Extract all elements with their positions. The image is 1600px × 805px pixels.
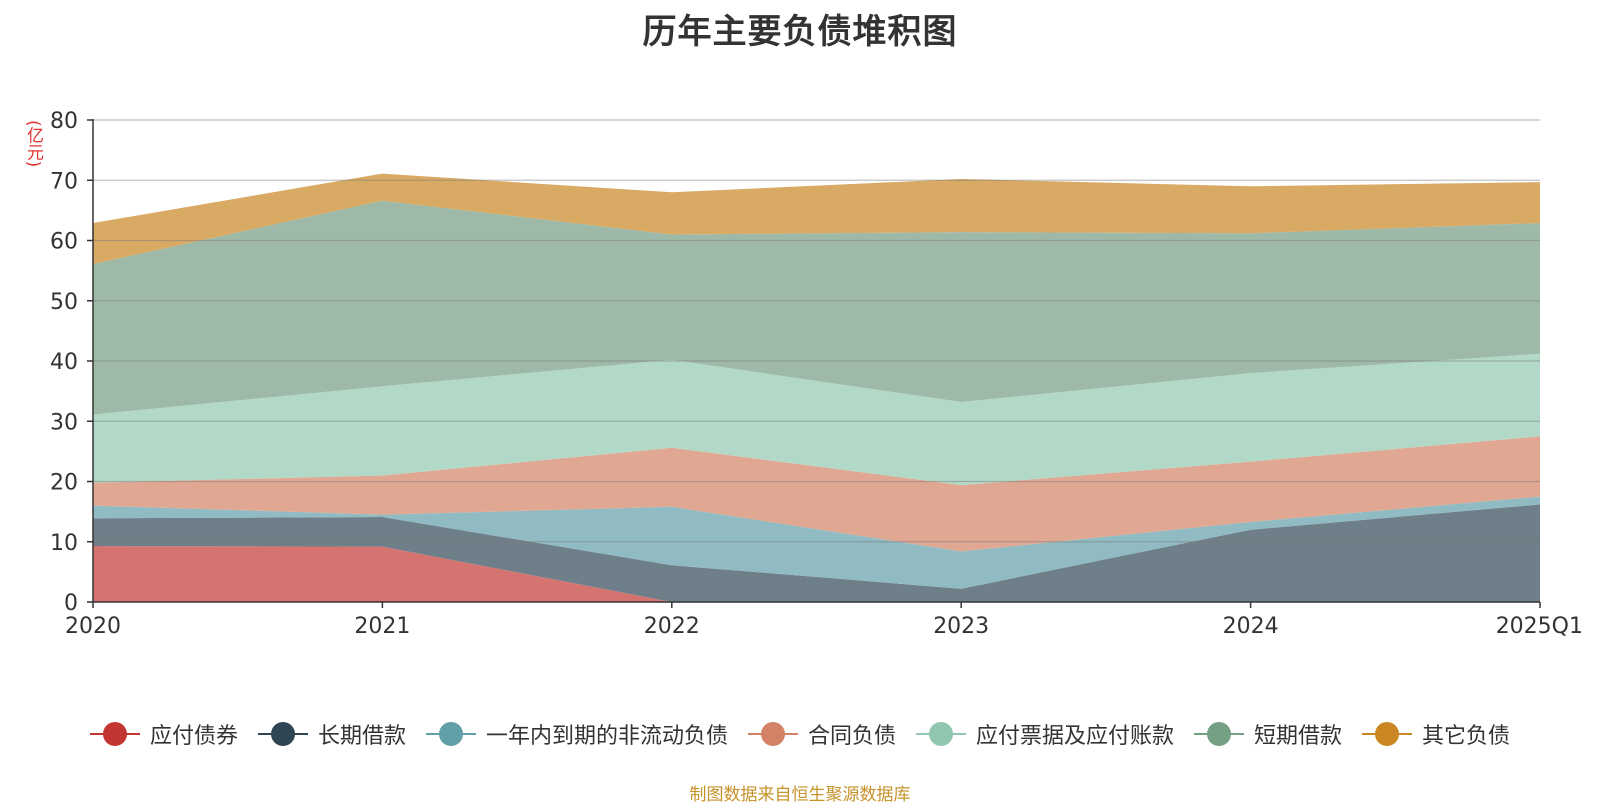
y-tick-label-80: 80	[50, 109, 78, 134]
x-tick-label-2022: 2022	[644, 614, 700, 639]
legend-item-6[interactable]: 短期借款	[1194, 718, 1342, 750]
source-note: 制图数据来自恒生聚源数据库	[689, 785, 911, 805]
legend-marker-icon	[1194, 721, 1245, 747]
legend-label: 合同负债	[807, 724, 896, 749]
legend-label: 应付票据及应付账款	[976, 724, 1175, 749]
legend-label: 一年内到期的非流动负债	[485, 724, 728, 749]
legend-item-2[interactable]: 长期借款	[257, 718, 406, 750]
legend-marker-icon	[425, 721, 476, 747]
y-tick-label-40: 40	[50, 350, 78, 375]
x-tick-label-2023: 2023	[933, 614, 989, 639]
area-series-6	[93, 200, 1540, 415]
y-tick-label-0: 0	[64, 591, 78, 616]
area-series-2	[93, 504, 1540, 602]
legend-item-5[interactable]: 应付票据及应付账款	[916, 718, 1174, 750]
legend-marker-icon	[916, 721, 966, 747]
legend-label: 长期借款	[317, 724, 406, 749]
legend-marker-icon	[1362, 721, 1413, 747]
legend-item-7[interactable]: 其它负债	[1362, 718, 1510, 750]
chart-title: 历年主要负债堆积图	[642, 12, 958, 52]
legend-item-4[interactable]: 合同负债	[747, 718, 896, 750]
x-tick-label-2021: 2021	[354, 614, 410, 639]
y-tick-label-70: 70	[50, 169, 78, 194]
legend-item-1[interactable]: 应付债券	[89, 718, 238, 750]
x-tick-label-2025Q1: 2025Q1	[1496, 614, 1583, 639]
legend-item-3[interactable]: 一年内到期的非流动负债	[425, 718, 728, 750]
y-tick-label-30: 30	[50, 410, 78, 435]
area-series-3	[93, 496, 1540, 589]
legend-label: 应付债券	[149, 724, 238, 749]
y-tick-label-60: 60	[50, 230, 78, 255]
y-tick-label-10: 10	[50, 531, 78, 556]
legend-marker-icon	[89, 721, 140, 747]
x-tick-label-2024: 2024	[1223, 614, 1279, 639]
area-series-5	[93, 353, 1540, 486]
y-axis-unit-label: (亿元)	[23, 120, 43, 168]
legend-marker-icon	[257, 721, 308, 747]
legend-label: 短期借款	[1254, 724, 1343, 749]
area-series-7	[93, 173, 1540, 264]
area-series-1	[93, 546, 1540, 602]
y-tick-label-50: 50	[50, 290, 78, 315]
legend-marker-icon	[747, 721, 798, 747]
legend-label: 其它负债	[1422, 724, 1511, 749]
area-series-4	[93, 436, 1540, 552]
y-tick-label-20: 20	[50, 471, 78, 496]
x-tick-label-2020: 2020	[65, 614, 121, 639]
legend: 应付债券 长期借款 一年内到期的非流动负债 合同负债 应付票据及应付账款 短期借款 其它负债	[0, 717, 1600, 751]
